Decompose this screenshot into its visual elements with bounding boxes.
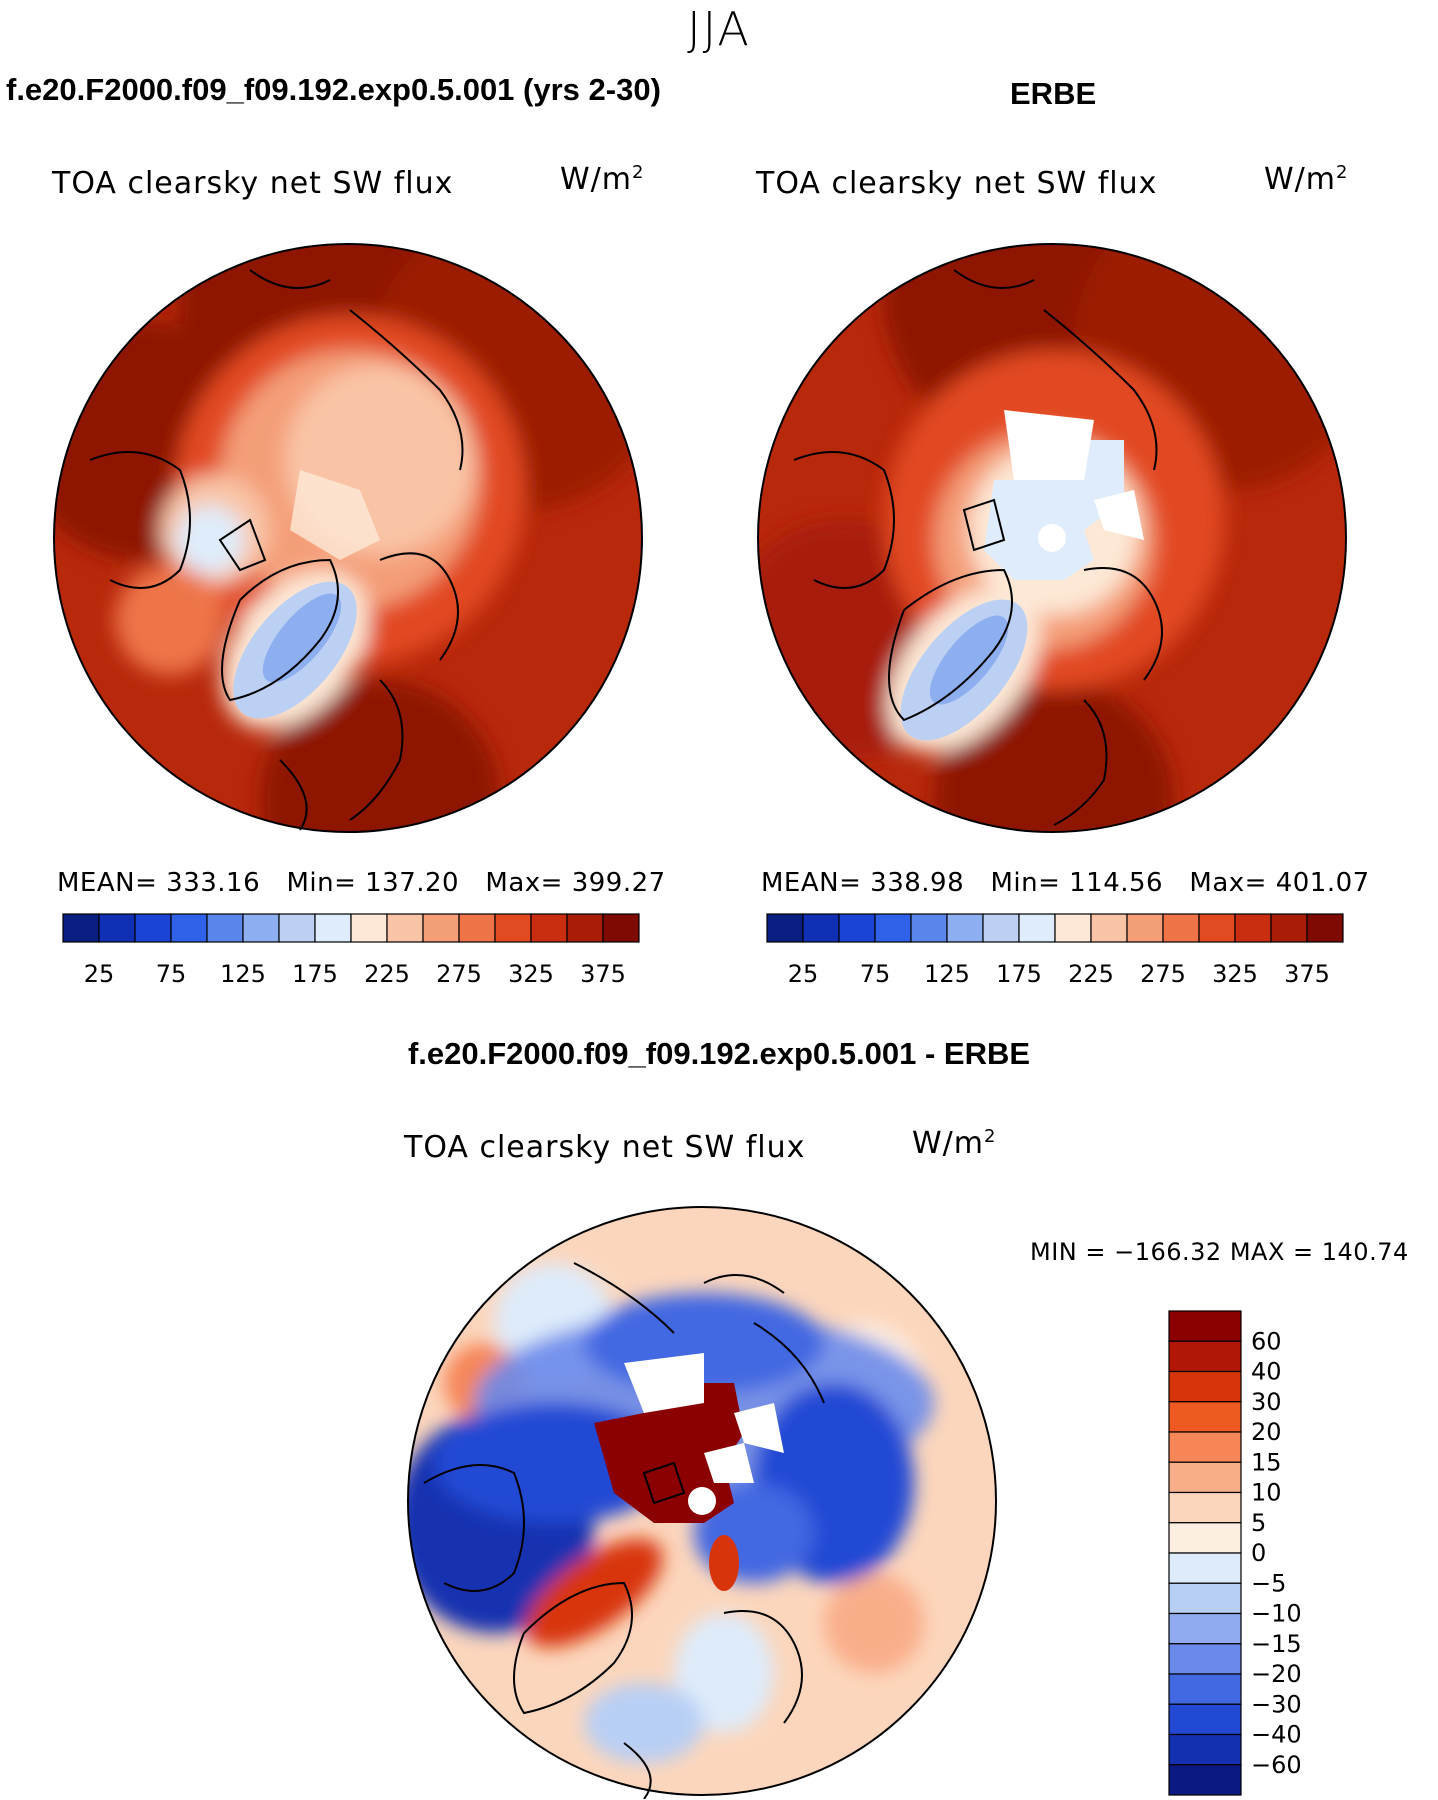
colorbar-swatch [946, 913, 984, 943]
colorbar-swatch [1090, 913, 1128, 943]
colorbar-swatch [1168, 1461, 1242, 1494]
diff-panel-header: f.e20.F2000.f09_f09.192.exp0.5.001 - ERB… [407, 1036, 1031, 1071]
colorbar-tick-label: 25 [788, 960, 819, 988]
colorbar-tick-label: 30 [1251, 1388, 1282, 1416]
colorbar-tick-label: −30 [1251, 1690, 1302, 1718]
obs-panel-header: ERBE [1010, 76, 1097, 111]
diff-polar-map [407, 1206, 997, 1799]
colorbar-tick-label: 375 [580, 960, 626, 988]
colorbar-swatch [1162, 913, 1200, 943]
colorbar-tick-label: 60 [1251, 1327, 1282, 1355]
colorbar-tick-label: 325 [1212, 960, 1258, 988]
colorbar-tick-label: 40 [1251, 1358, 1282, 1386]
colorbar-tick-label: 75 [156, 960, 187, 988]
colorbar-swatch [350, 913, 388, 943]
colorbar-swatch [314, 913, 352, 943]
colorbar-swatch [1168, 1370, 1242, 1403]
colorbar-swatch [530, 913, 568, 943]
colorbar-swatch [1054, 913, 1092, 943]
colorbar-swatch [1168, 1552, 1242, 1584]
colorbar-swatch [1168, 1310, 1242, 1342]
colorbar-swatch [386, 913, 424, 943]
colorbar-swatch [1168, 1643, 1242, 1675]
colorbar-swatch [1306, 913, 1344, 943]
season-title: JJA [687, 2, 751, 56]
colorbar-swatch [1168, 1703, 1242, 1736]
obs-polar-map [757, 243, 1347, 833]
colorbar-swatch [242, 913, 280, 943]
colorbar-swatch [566, 913, 604, 943]
colorbar-swatch [982, 913, 1020, 943]
colorbar-swatch [422, 913, 460, 943]
colorbar-swatch [494, 913, 532, 943]
colorbar-swatch [1126, 913, 1164, 943]
model-panel-header: f.e20.F2000.f09_f09.192.exp0.5.001 (yrs … [6, 72, 661, 107]
colorbar-swatch [1168, 1733, 1242, 1766]
diff-minmax: MIN = −166.32 MAX = 140.74 [1030, 1238, 1409, 1266]
model-stats: MEAN= 333.16 Min= 137.20 Max= 399.27 [57, 868, 666, 898]
colorbar-tick-label: 10 [1251, 1479, 1282, 1507]
colorbar-swatch [1270, 913, 1308, 943]
diff-units-label: W/m2 [912, 1126, 997, 1161]
model-variable-label: TOA clearsky net SW flux [52, 166, 454, 201]
colorbar-tick-label: 15 [1251, 1448, 1282, 1476]
colorbar-tick-label: 275 [436, 960, 482, 988]
obs-stats: MEAN= 338.98 Min= 114.56 Max= 401.07 [761, 868, 1370, 898]
colorbar-swatch [1168, 1673, 1242, 1705]
colorbar-swatch [170, 913, 208, 943]
colorbar-swatch [1168, 1401, 1242, 1433]
colorbar-swatch [602, 913, 640, 943]
colorbar-tick-label: 175 [996, 960, 1042, 988]
obs-colorbar: 25 75 125 175 225 275 325 375 [766, 913, 1344, 988]
colorbar-tick-label: 175 [292, 960, 338, 988]
colorbar-swatch [1168, 1612, 1242, 1645]
colorbar-swatch [134, 913, 172, 943]
colorbar-swatch [98, 913, 136, 943]
colorbar-swatch [278, 913, 316, 943]
obs-variable-label: TOA clearsky net SW flux [756, 166, 1158, 201]
colorbar-tick-label: −40 [1251, 1721, 1302, 1749]
colorbar-swatch [838, 913, 876, 943]
colorbar-swatch [910, 913, 948, 943]
colorbar-swatch [1234, 913, 1272, 943]
obs-units-label: W/m2 [1264, 162, 1349, 197]
colorbar-tick-label: 75 [860, 960, 891, 988]
colorbar-swatch [1168, 1340, 1242, 1373]
colorbar-swatch [1168, 1431, 1242, 1463]
colorbar-swatch [1168, 1582, 1242, 1615]
colorbar-swatch [1168, 1522, 1242, 1554]
colorbar-swatch [62, 913, 100, 943]
model-units-label: W/m2 [560, 162, 645, 197]
model-polar-map [53, 243, 643, 833]
colorbar-tick-label: 0 [1251, 1539, 1266, 1567]
colorbar-swatch [1198, 913, 1236, 943]
colorbar-swatch [458, 913, 496, 943]
colorbar-tick-label: 25 [84, 960, 115, 988]
colorbar-tick-label: −60 [1251, 1751, 1302, 1779]
colorbar-swatch [206, 913, 244, 943]
colorbar-tick-label: −15 [1251, 1630, 1302, 1658]
colorbar-swatch [1168, 1764, 1242, 1796]
colorbar-tick-label: 225 [1068, 960, 1114, 988]
model-colorbar: 25 75 125 175 225 275 325 375 [62, 913, 640, 988]
colorbar-tick-label: 125 [924, 960, 970, 988]
colorbar-tick-label: 325 [508, 960, 554, 988]
colorbar-tick-label: 5 [1251, 1509, 1266, 1537]
colorbar-swatch [874, 913, 912, 943]
colorbar-swatch [1168, 1491, 1242, 1524]
colorbar-tick-label: −10 [1251, 1600, 1302, 1628]
colorbar-tick-label: 125 [220, 960, 266, 988]
diff-variable-label: TOA clearsky net SW flux [404, 1130, 806, 1165]
colorbar-swatch [766, 913, 804, 943]
colorbar-swatch [802, 913, 840, 943]
colorbar-tick-label: 375 [1284, 960, 1330, 988]
colorbar-swatch [1018, 913, 1056, 943]
colorbar-tick-label: 20 [1251, 1418, 1282, 1446]
colorbar-tick-label: 275 [1140, 960, 1186, 988]
colorbar-tick-label: −20 [1251, 1660, 1302, 1688]
colorbar-tick-label: −5 [1251, 1569, 1286, 1597]
colorbar-tick-label: 225 [364, 960, 410, 988]
